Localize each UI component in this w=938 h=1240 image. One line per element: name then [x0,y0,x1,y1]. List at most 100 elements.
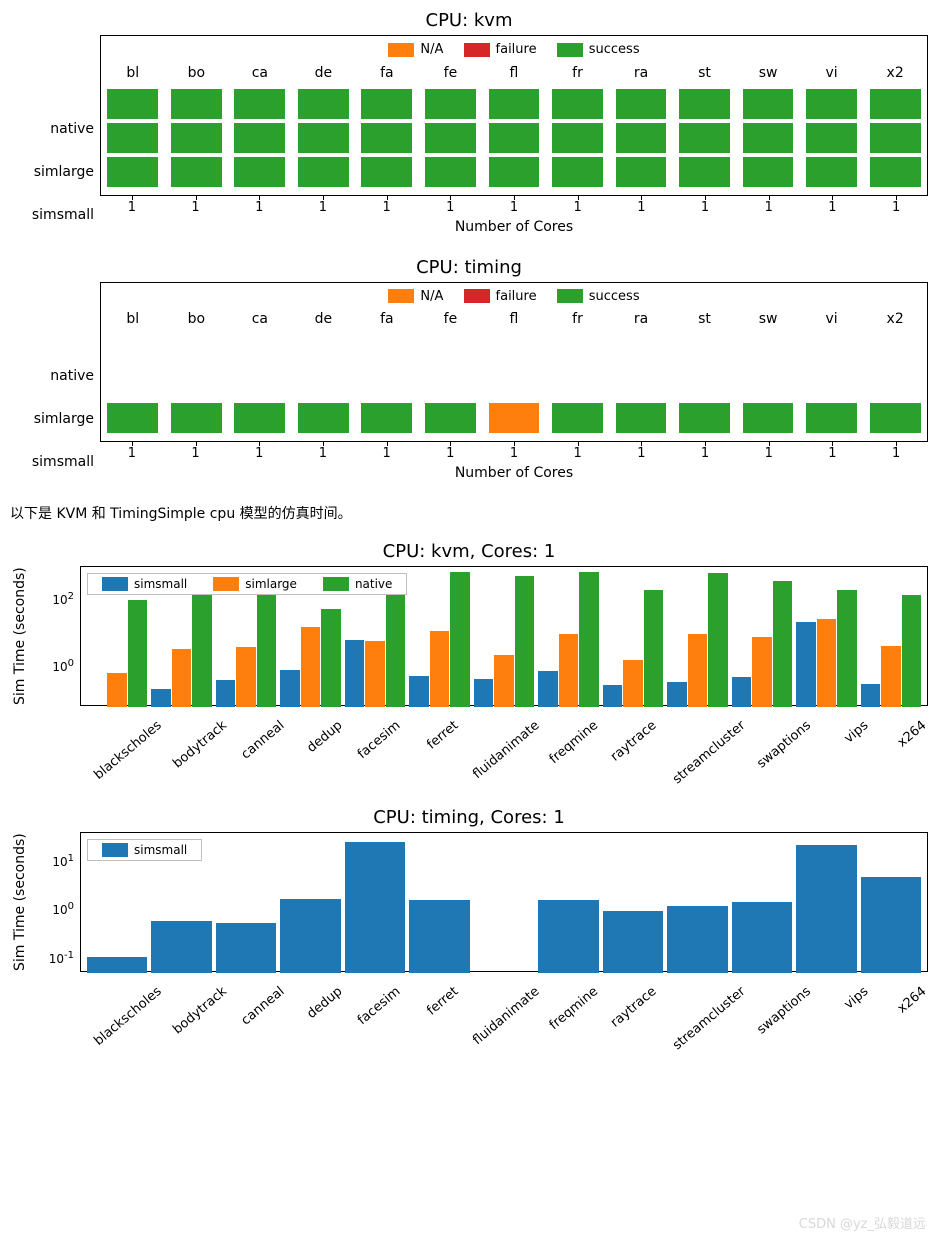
bar-group [859,567,923,707]
heat-cell [298,123,349,153]
heat-cell [743,89,794,119]
bar [236,647,255,707]
heat-cell [679,335,730,365]
legend-item-simsmall: simsmall [102,843,187,857]
bar [172,649,191,707]
bar [603,685,622,707]
bar [538,671,557,707]
column-label: fa [355,65,419,81]
heat-cell [171,89,222,119]
heat-cell [806,335,857,365]
x-tick: 1 [610,446,674,461]
x-tick: 1 [355,446,419,461]
legend: N/A failure success [101,283,927,310]
heat-cell [870,157,921,187]
column-label: bl [101,311,165,327]
column-label: ca [228,65,292,81]
heat-cell [107,335,158,365]
x-tick: 1 [610,200,674,215]
y-tick: 101 [30,853,80,869]
y-tick: 102 [30,591,80,607]
bar [151,921,211,973]
heat-cell [806,369,857,399]
x-tick: 1 [355,200,419,215]
bar [817,619,836,707]
x-ticks: 1111111111111 [100,442,928,461]
x-tick: 1 [418,446,482,461]
heat-cell [298,369,349,399]
heat-grid [101,87,927,189]
heat-cell [552,369,603,399]
heat-cell [107,89,158,119]
y-axis-label: Sim Time (seconds) [10,566,30,706]
x-tick: 1 [737,446,801,461]
x-tick: 1 [291,446,355,461]
heat-cell [743,403,794,433]
bar [280,899,340,973]
heat-cell [171,157,222,187]
legend-item-native: native [323,577,392,591]
bar [623,660,642,707]
heat-cell [425,123,476,153]
y-label: native [10,361,94,391]
legend-na: N/A [388,289,443,304]
bar [515,576,534,707]
bar [87,957,147,973]
bar-group [859,833,923,973]
heat-row [101,403,927,433]
column-label: st [673,65,737,81]
heat-cell [679,123,730,153]
bar-group [472,567,536,707]
bar-area [81,833,927,973]
x-tick: 1 [164,446,228,461]
bar [644,590,663,707]
heat-cell [298,89,349,119]
bar-group [536,567,600,707]
x-tick: 1 [737,200,801,215]
heat-row [101,89,927,119]
bar [257,594,276,707]
bar [708,573,727,707]
bar [216,680,235,707]
column-label: sw [736,65,800,81]
chart-title: CPU: kvm, Cores: 1 [10,541,928,562]
heat-cell [616,123,667,153]
bar [386,594,405,707]
bar-group [794,833,858,973]
bar-group [794,567,858,707]
chart-title: CPU: timing [10,257,928,278]
plot-area: simsmallsimlargenative [80,566,928,706]
heat-grid [101,333,927,435]
x-tick: 1 [801,200,865,215]
column-label: de [292,65,356,81]
heat-cell [107,403,158,433]
body-text: 以下是 KVM 和 TimingSimple cpu 模型的仿真时间。 [10,503,928,523]
heat-cell [743,335,794,365]
legend-success: success [557,289,640,304]
heat-cell [107,157,158,187]
column-label: x2 [863,311,927,327]
column-label: fr [546,65,610,81]
column-labels: blbocadefafeflfrrastswvix2 [101,63,927,87]
heat-cell [234,369,285,399]
bar [280,670,299,707]
bar [837,590,856,707]
x-tick: 1 [673,200,737,215]
bar-group [343,833,407,973]
heat-cell [870,123,921,153]
bar-group [665,567,729,707]
bar [494,655,513,707]
bar [796,622,815,707]
column-label: fl [482,65,546,81]
heat-cell [234,335,285,365]
heat-cell [806,89,857,119]
heat-cell [171,369,222,399]
y-label: native [10,114,94,144]
column-label: fe [419,311,483,327]
bar [430,631,449,707]
bar [667,682,686,707]
bar [409,900,469,973]
heat-cell [679,89,730,119]
bar-group [472,833,536,973]
column-label: ca [228,311,292,327]
